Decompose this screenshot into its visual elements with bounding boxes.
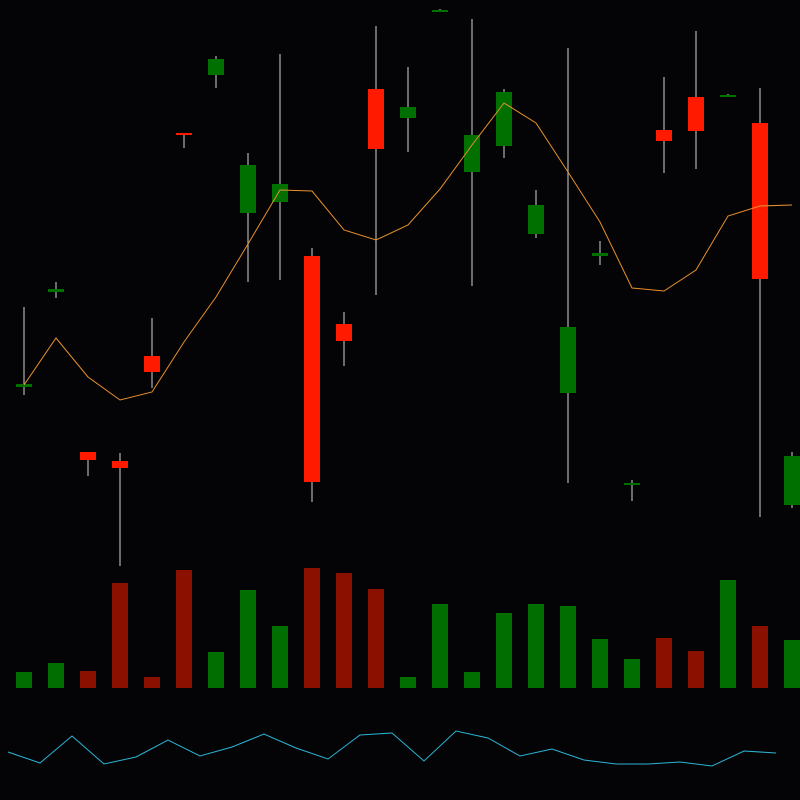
volume-bar <box>48 663 64 688</box>
volume-bar <box>240 590 256 688</box>
volume-bar <box>720 580 736 688</box>
volume-bar <box>16 672 32 688</box>
volume-bar <box>112 583 128 688</box>
volume-bar <box>496 613 512 688</box>
volume-bar <box>624 659 640 688</box>
candle-body <box>368 89 384 149</box>
candle-body <box>496 92 512 146</box>
volume-bar <box>432 604 448 688</box>
candle-body <box>304 256 320 482</box>
candle-body <box>528 205 544 234</box>
volume-bar <box>560 606 576 688</box>
volume-bar <box>688 651 704 688</box>
candle-body <box>176 133 192 135</box>
candle-body <box>240 165 256 213</box>
candle-body <box>48 289 64 292</box>
volume-bar <box>144 677 160 688</box>
candle-body <box>432 10 448 12</box>
volume-bar <box>528 604 544 688</box>
candle-body <box>592 253 608 256</box>
volume-bar <box>80 671 96 688</box>
volume-bar <box>752 626 768 688</box>
volume-bar <box>592 639 608 688</box>
candle-body <box>752 123 768 279</box>
volume-bar <box>400 677 416 688</box>
candle-body <box>784 456 800 505</box>
volume-bar <box>784 640 800 688</box>
volume-bar <box>176 570 192 688</box>
candle-body <box>656 130 672 141</box>
candle-body <box>208 59 224 75</box>
volume-bar <box>464 672 480 688</box>
volume-bar <box>368 589 384 688</box>
volume-bar <box>336 573 352 688</box>
volume-bar <box>304 568 320 688</box>
candle-body <box>720 95 736 97</box>
candle-body <box>400 107 416 118</box>
volume-bar <box>208 652 224 688</box>
candle-body <box>112 461 128 468</box>
indicator-line <box>7 730 777 767</box>
volume-bar <box>656 638 672 688</box>
moving-average-line <box>23 102 793 401</box>
candle-body <box>688 97 704 131</box>
candle-body <box>80 452 96 460</box>
candle-body <box>336 324 352 341</box>
candle-body <box>144 356 160 372</box>
candle-body <box>16 384 32 387</box>
volume-bar <box>272 626 288 688</box>
candle-body <box>624 483 640 485</box>
candle-body <box>560 327 576 393</box>
candle-body <box>464 135 480 172</box>
